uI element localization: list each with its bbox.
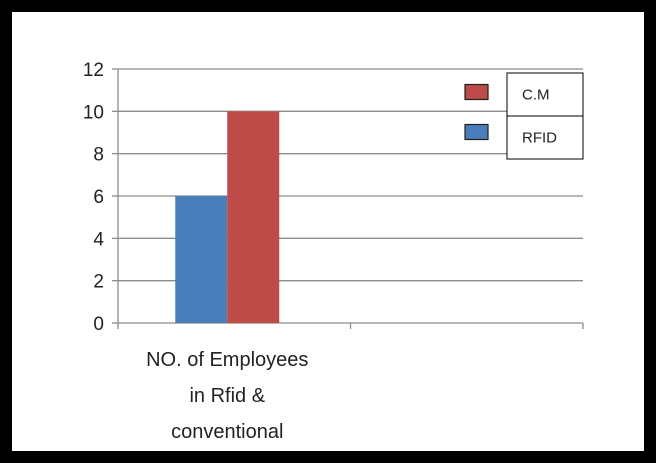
- y-tick-label: 8: [93, 145, 104, 166]
- x-category-label: in Rfid &: [189, 385, 265, 407]
- y-tick-label: 10: [83, 102, 104, 123]
- legend-swatch-rfid: [464, 123, 489, 141]
- legend-label-rfid: RFID: [522, 130, 557, 147]
- x-category-label: conventional: [171, 421, 283, 443]
- bars: [175, 111, 280, 323]
- y-tick-label: 0: [93, 314, 104, 335]
- legend-swatch-c-m: [464, 83, 489, 101]
- y-tick-label: 4: [93, 229, 104, 250]
- legend-label-c-m: C.M: [522, 87, 550, 104]
- legend: C.M RFID: [464, 72, 584, 160]
- x-category-label: NO. of Employees: [146, 349, 308, 371]
- axis-labels: 0 2 4 6 8 10 12 NO. of Employees in Rfid & conven…: [83, 60, 309, 443]
- bar-c-m: [227, 111, 280, 323]
- y-tick-label: 6: [93, 187, 104, 208]
- bar-rfid: [175, 196, 228, 323]
- y-tick-label: 12: [83, 60, 104, 81]
- y-tick-label: 2: [93, 272, 104, 293]
